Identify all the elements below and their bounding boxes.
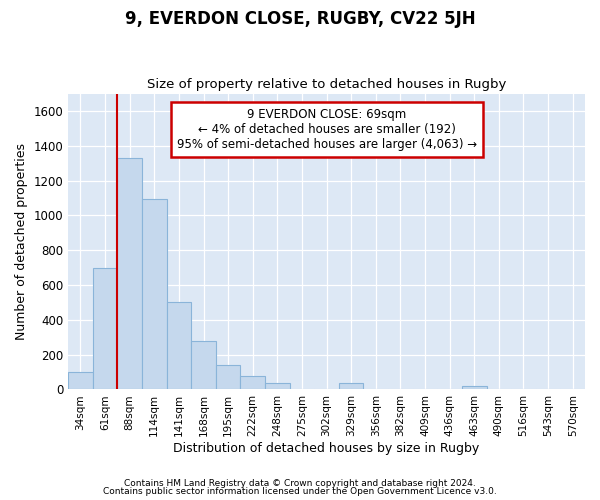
Text: Contains public sector information licensed under the Open Government Licence v3: Contains public sector information licen…	[103, 487, 497, 496]
Title: Size of property relative to detached houses in Rugby: Size of property relative to detached ho…	[147, 78, 506, 91]
Text: Contains HM Land Registry data © Crown copyright and database right 2024.: Contains HM Land Registry data © Crown c…	[124, 478, 476, 488]
X-axis label: Distribution of detached houses by size in Rugby: Distribution of detached houses by size …	[173, 442, 480, 455]
Bar	[142, 199, 167, 390]
Bar	[339, 384, 364, 390]
Bar	[241, 376, 265, 390]
Bar	[191, 340, 216, 390]
Bar	[462, 386, 487, 390]
Bar	[118, 158, 142, 390]
Bar	[68, 372, 93, 390]
Text: 9, EVERDON CLOSE, RUGBY, CV22 5JH: 9, EVERDON CLOSE, RUGBY, CV22 5JH	[125, 10, 475, 28]
Y-axis label: Number of detached properties: Number of detached properties	[15, 143, 28, 340]
Text: 9 EVERDON CLOSE: 69sqm
← 4% of detached houses are smaller (192)
95% of semi-det: 9 EVERDON CLOSE: 69sqm ← 4% of detached …	[176, 108, 476, 152]
Bar	[167, 302, 191, 390]
Bar	[265, 384, 290, 390]
Bar	[93, 268, 118, 390]
Bar	[216, 365, 241, 390]
